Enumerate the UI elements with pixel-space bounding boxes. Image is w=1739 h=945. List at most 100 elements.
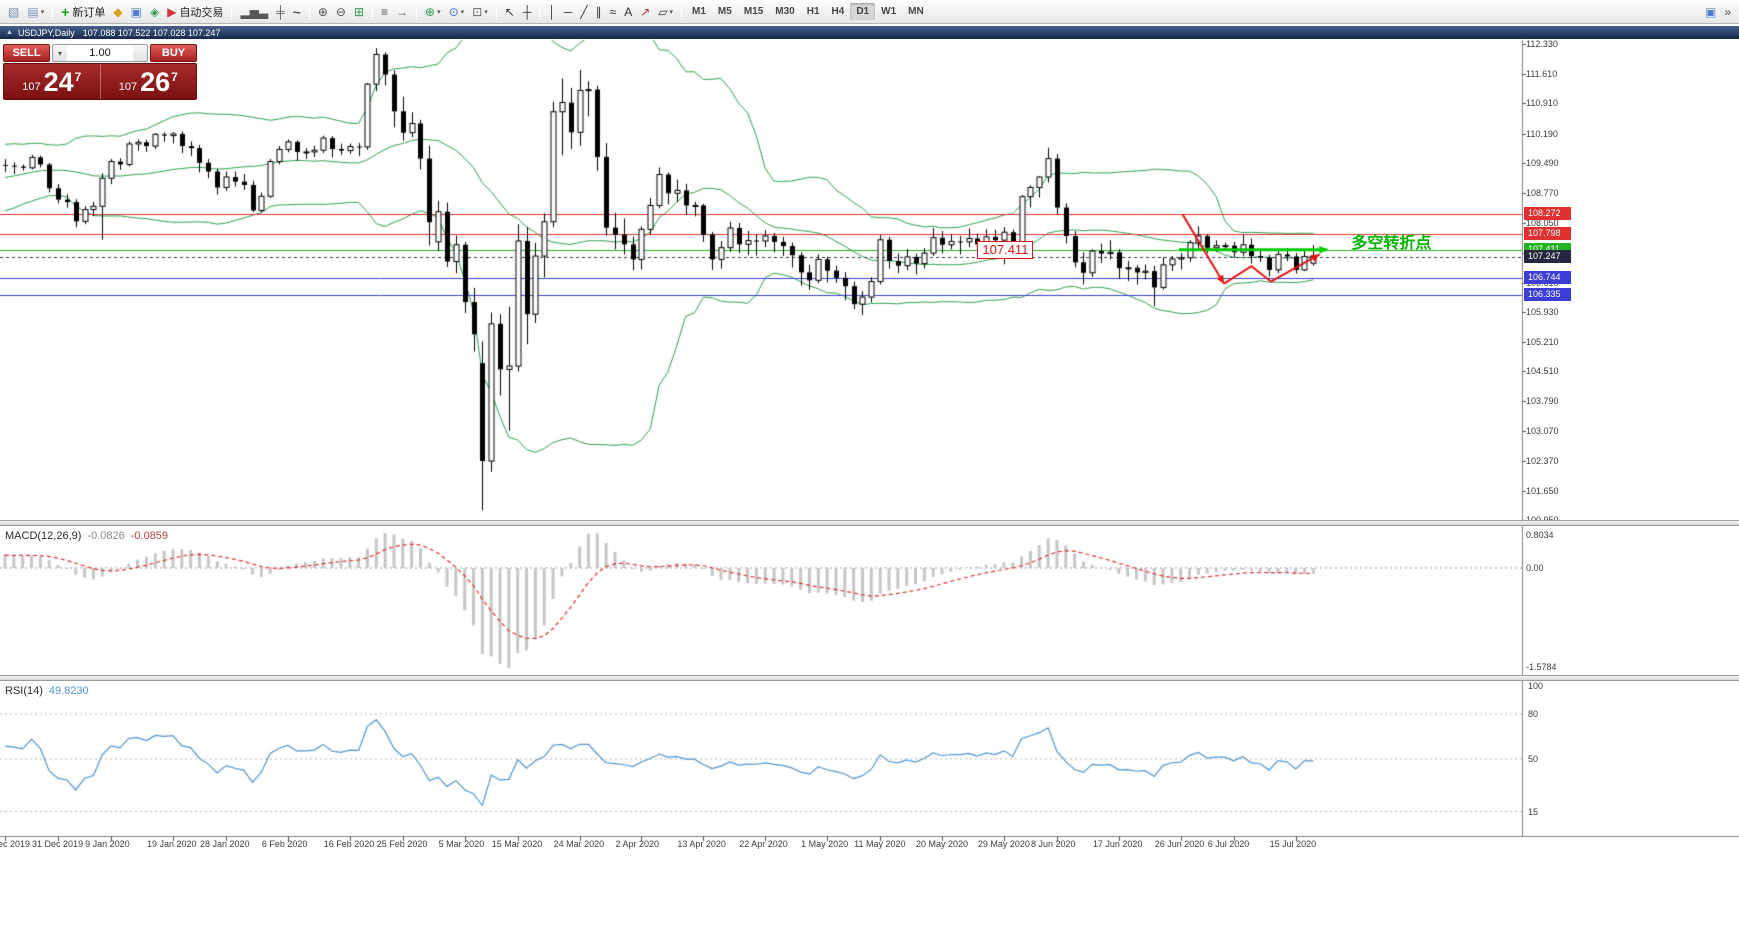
- zoom-out-icon: ⊖: [335, 4, 346, 19]
- text-tool-icon: A: [624, 4, 633, 19]
- chart-titlebar: ▲ USDJPY,Daily 107.088 107.522 107.028 1…: [0, 26, 1739, 39]
- templates-caret-icon: ▾: [484, 8, 488, 16]
- trendline-button[interactable]: ╱: [576, 2, 591, 21]
- toolbar-right-group: ▣»: [1701, 2, 1735, 21]
- rsi-label: RSI(14) 49.8230: [5, 685, 89, 697]
- macd-panel-splitter[interactable]: [0, 520, 1739, 526]
- fibonacci-button[interactable]: ≈: [606, 2, 621, 21]
- crosshair-button[interactable]: ┼: [519, 2, 536, 21]
- timeframe-h4-button[interactable]: H4: [831, 6, 845, 17]
- auto-arrange-button[interactable]: ≡: [377, 2, 392, 21]
- buy-button[interactable]: BUY: [150, 44, 197, 62]
- rsi-panel-splitter[interactable]: [0, 675, 1739, 681]
- quote-display: 107 24 7 107 26 7: [3, 63, 197, 100]
- vertical-line-button[interactable]: │: [544, 2, 560, 21]
- level-annotation-box: 107.411: [977, 240, 1034, 259]
- bar-chart-button[interactable]: ▂▅▃: [236, 2, 272, 21]
- zoom-out-button[interactable]: ⊖: [332, 2, 350, 21]
- volume-increase-button[interactable]: [133, 45, 147, 61]
- macd-label: MACD(12,26,9) -0.0826 -0.0859: [5, 530, 169, 542]
- toolbar-separator: [416, 3, 418, 20]
- horizontal-line-icon: ─: [563, 4, 573, 19]
- arrows-icon: ↗: [640, 4, 651, 19]
- metaeditor-button[interactable]: ◆: [109, 2, 126, 21]
- line-chart-button[interactable]: ~: [289, 2, 305, 21]
- timeframe-mn-button[interactable]: MN: [908, 6, 924, 17]
- buy-price-figure: 107: [118, 81, 138, 93]
- collapse-icon[interactable]: ▲: [6, 29, 13, 36]
- new-order-label: 新订单: [72, 6, 106, 19]
- new-chart-icon: ▧: [8, 4, 20, 19]
- tile-windows-icon: ⊞: [353, 4, 365, 19]
- buy-price-pipette: 7: [171, 70, 178, 84]
- buy-price[interactable]: 107 26 7: [99, 64, 197, 99]
- channel-button[interactable]: ∥: [592, 2, 606, 21]
- templates-icon: ⊡: [472, 4, 483, 19]
- sell-price[interactable]: 107 24 7: [4, 64, 100, 99]
- auto-trading-button[interactable]: ▶ 自动交易: [163, 2, 227, 21]
- auto-arrange-icon: ≡: [381, 4, 389, 19]
- strategy-tester-button[interactable]: ◈: [146, 2, 163, 21]
- vertical-line-icon: │: [548, 4, 556, 19]
- crosshair-icon: ┼: [522, 4, 532, 19]
- add-indicator-caret-icon: ▾: [437, 8, 441, 16]
- arrows-button[interactable]: ↗: [636, 2, 654, 21]
- cursor-icon: ↖: [504, 4, 515, 19]
- text-tool-button[interactable]: A: [620, 2, 636, 21]
- toolbar-separator: [495, 3, 497, 20]
- terminal-button[interactable]: ▣: [127, 2, 146, 21]
- candlestick-chart-button[interactable]: ╪: [272, 2, 289, 21]
- cursor-button[interactable]: ↖: [501, 2, 519, 21]
- line-chart-icon: ~: [292, 3, 301, 20]
- zoom-in-icon: ⊕: [317, 4, 328, 19]
- horizontal-line-button[interactable]: ─: [560, 2, 577, 21]
- profiles-caret-icon: ▾: [40, 8, 45, 16]
- period-cycle-button[interactable]: ⊙ ▾: [445, 2, 469, 21]
- new-order-button[interactable]: + 新订单: [57, 2, 109, 21]
- chart-window-icon: ▣: [1704, 4, 1717, 19]
- add-indicator-icon: ⊕: [425, 4, 436, 19]
- terminal-icon: ▣: [130, 4, 142, 19]
- add-indicator-button[interactable]: ⊕ ▾: [421, 2, 445, 21]
- overflow-icon: »: [1724, 4, 1731, 19]
- auto-trading-icon: ▶: [167, 4, 177, 19]
- chart-shift-button[interactable]: →: [392, 2, 412, 21]
- strategy-tester-icon: ◈: [149, 4, 160, 19]
- chart-ohlc: 107.088 107.522 107.028 107.247: [82, 27, 221, 38]
- sell-price-pipette: 7: [74, 70, 82, 84]
- zoom-in-button[interactable]: ⊕: [314, 2, 332, 21]
- toolbar-separator: [539, 3, 541, 20]
- overflow-button[interactable]: »: [1720, 2, 1735, 21]
- tile-windows-button[interactable]: ⊞: [350, 2, 368, 21]
- shapes-button[interactable]: ▱ ▾: [654, 2, 677, 21]
- period-cycle-caret-icon: ▾: [460, 8, 465, 16]
- profiles-icon: ▤: [27, 4, 39, 19]
- sell-button[interactable]: SELL: [3, 44, 50, 62]
- volume-stepper: ▾: [52, 44, 148, 62]
- new-chart-button[interactable]: ▧: [4, 2, 23, 21]
- sell-price-figure: 107: [22, 81, 41, 93]
- timeframe-m1-button[interactable]: M1: [692, 6, 706, 17]
- toolbar-separator: [372, 3, 374, 20]
- channel-icon: ∥: [595, 4, 602, 19]
- timeframe-m30-button[interactable]: M30: [775, 6, 795, 17]
- timeframe-w1-button[interactable]: W1: [881, 6, 897, 17]
- timeframe-h1-button[interactable]: H1: [806, 6, 820, 17]
- shapes-caret-icon: ▾: [669, 8, 674, 16]
- main-toolbar: ▧ ▤ ▾ + 新订单 ◆ ▣ ◈ ▶ 自动交易 ▂▅▃ ╪ ~ ⊕ ⊖ ⊞ ≡ → ⊕ ▾ ⊙ ▾ ⊡ ▾ ↖ ┼ │ ─ ╱ ∥ ≈ A ↗…: [0, 0, 1739, 24]
- timeframe-d1-button[interactable]: D1: [850, 3, 876, 20]
- candlestick-chart-icon: ╪: [276, 4, 285, 19]
- period-cycle-icon: ⊙: [448, 4, 459, 19]
- timeframe-m15-button[interactable]: M15: [743, 6, 764, 17]
- templates-button[interactable]: ⊡ ▾: [468, 2, 492, 21]
- auto-trading-label: 自动交易: [179, 6, 224, 19]
- trendline-icon: ╱: [580, 4, 588, 19]
- timeframe-m5-button[interactable]: M5: [717, 6, 732, 17]
- chart-window-button[interactable]: ▣: [1701, 2, 1720, 21]
- volume-input[interactable]: [67, 45, 133, 61]
- profiles-button[interactable]: ▤ ▾: [23, 2, 48, 21]
- volume-decrease-button[interactable]: ▾: [53, 45, 67, 61]
